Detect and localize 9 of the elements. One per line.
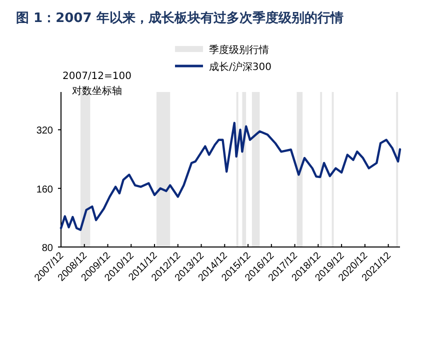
text: 2007/12=100 — [62, 71, 132, 82]
y-tick-label: 320 — [36, 126, 54, 137]
legend-label: 季度级别行情 — [209, 44, 269, 56]
legend-label: 成长/沪深300 — [209, 61, 272, 73]
y-tick-label: 160 — [36, 184, 54, 196]
line-series — [60, 122, 402, 231]
chart-title: 图 1：2007 年以来，成长板块有过多次季度级别的行情 — [16, 10, 344, 26]
annotation: 对数坐标轴 — [72, 85, 122, 97]
y-tick-label: 80 — [42, 243, 54, 254]
